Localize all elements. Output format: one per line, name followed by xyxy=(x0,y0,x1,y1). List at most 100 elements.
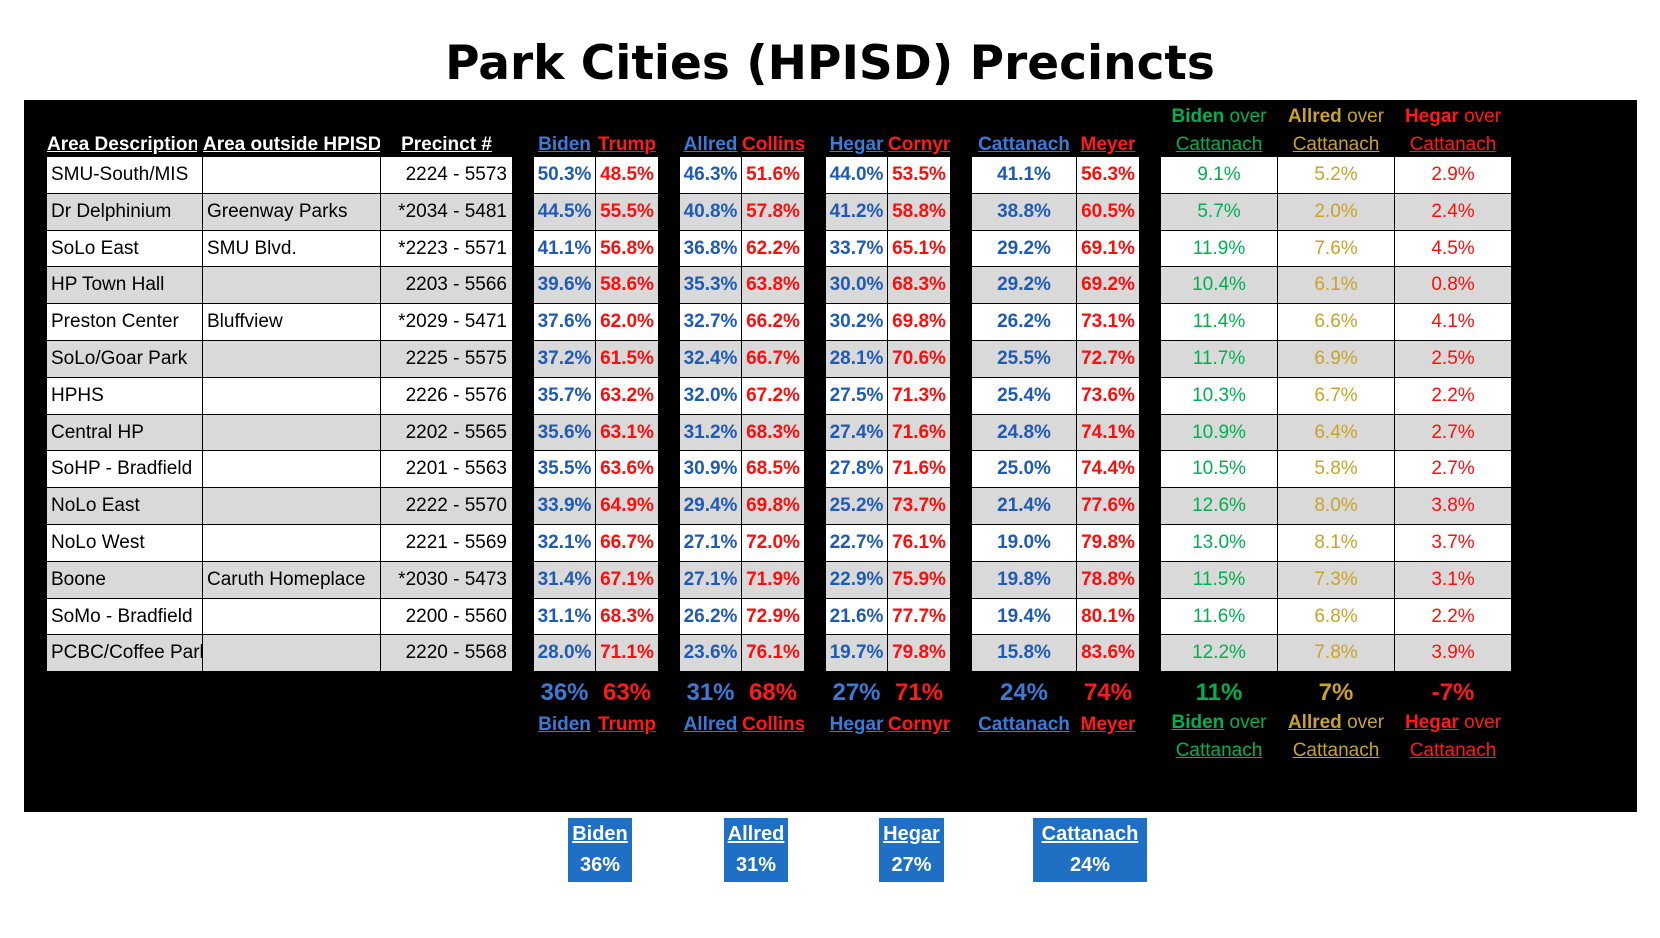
cell-hegar-over: 3.1% xyxy=(1395,561,1511,598)
cell-outside xyxy=(203,157,380,193)
cell-hegar-over: 3.7% xyxy=(1395,525,1511,561)
cell-cattanach: 25.0% xyxy=(972,451,1076,488)
over-word: over xyxy=(1464,712,1502,733)
over-word: over xyxy=(1229,106,1267,127)
cell-cornyn: 71.6% xyxy=(888,451,950,488)
cell-cornyn: 76.1% xyxy=(888,525,950,561)
cell-precinct: 2202 - 5565 xyxy=(381,414,512,451)
cell-allred: 27.1% xyxy=(680,561,741,598)
cell-outside xyxy=(203,488,380,524)
cell-hegar: 33.7% xyxy=(826,230,887,267)
cell-biden-over: 12.6% xyxy=(1161,488,1277,524)
total-meyer: 74% xyxy=(1083,679,1133,706)
cell-biden: 32.1% xyxy=(534,525,595,561)
header-precinct: Precinct # xyxy=(401,134,492,155)
cell-biden-over: 10.3% xyxy=(1161,377,1277,414)
cell-outside xyxy=(203,267,380,304)
cell-biden: 41.1% xyxy=(534,230,595,267)
cell-allred: 32.4% xyxy=(680,341,741,377)
header-hegar: Hegar xyxy=(829,134,884,155)
cell-biden: 39.6% xyxy=(534,267,595,304)
cell-outside: Greenway Parks xyxy=(203,193,380,230)
cell-trump: 63.2% xyxy=(596,377,658,414)
allred-over-target: Cattanach xyxy=(1292,740,1380,761)
summary-box-value: 36% xyxy=(579,854,621,876)
cell-collins: 71.9% xyxy=(742,561,804,598)
biden-over-cattanach-header: Biden over Cattanach xyxy=(1161,103,1277,159)
cell-allred-over: 5.2% xyxy=(1278,157,1394,193)
total-allred-over: 7% xyxy=(1318,679,1354,706)
biden-over-name: Biden xyxy=(1171,712,1225,733)
cell-cattanach: 26.2% xyxy=(972,304,1076,340)
cell-precinct: 2225 - 5575 xyxy=(381,341,512,377)
cell-biden: 31.1% xyxy=(534,598,595,635)
total-hegar: 27% xyxy=(832,679,881,706)
header-trump: Trump xyxy=(597,134,657,155)
cell-collins: 66.2% xyxy=(742,304,804,340)
hegar-over-name: Hegar xyxy=(1404,712,1459,733)
summary-box-value: 31% xyxy=(735,854,777,876)
cell-outside: Caruth Homeplace xyxy=(203,561,380,598)
cell-cattanach: 25.4% xyxy=(972,377,1076,414)
total-collins: 68% xyxy=(748,679,798,706)
cell-collins: 62.2% xyxy=(742,230,804,267)
cell-area: SoMo - Bradfield xyxy=(47,598,202,635)
cell-allred-over: 7.6% xyxy=(1278,230,1394,267)
summary-box-cattanach: Cattanach 24% xyxy=(1033,818,1147,882)
footer-label: Hegar xyxy=(829,714,884,735)
cell-allred-over: 6.4% xyxy=(1278,414,1394,451)
header-area-outside: Area outside HPISD xyxy=(203,134,380,155)
cell-cornyn: 70.6% xyxy=(888,341,950,377)
footer-label: Meyer xyxy=(1080,714,1136,735)
cell-biden-over: 11.9% xyxy=(1161,230,1277,267)
cell-hegar-over: 3.8% xyxy=(1395,488,1511,524)
cell-biden-over: 9.1% xyxy=(1161,157,1277,193)
cell-biden-over: 13.0% xyxy=(1161,525,1277,561)
cell-cattanach: 15.8% xyxy=(972,635,1076,672)
over-word: over xyxy=(1347,712,1385,733)
cell-biden: 35.7% xyxy=(534,377,595,414)
cell-area: SMU-South/MIS xyxy=(47,157,202,193)
biden-over-target: Cattanach xyxy=(1175,134,1263,155)
hegar-over-cattanach-header: Hegar over Cattanach xyxy=(1395,103,1511,159)
cell-meyer: 83.6% xyxy=(1077,635,1139,672)
cell-cattanach: 41.1% xyxy=(972,157,1076,193)
header-cornyn: Cornyn xyxy=(888,134,950,155)
cell-allred-over: 6.7% xyxy=(1278,377,1394,414)
cell-area: Preston Center xyxy=(47,304,202,340)
cell-trump: 64.9% xyxy=(596,488,658,524)
summary-box-name: Hegar xyxy=(883,823,940,845)
cell-allred-over: 8.0% xyxy=(1278,488,1394,524)
cell-biden-over: 11.7% xyxy=(1161,341,1277,377)
cell-hegar: 28.1% xyxy=(826,341,887,377)
footer-label: Trump xyxy=(597,714,657,735)
cell-cornyn: 68.3% xyxy=(888,267,950,304)
cell-collins: 72.0% xyxy=(742,525,804,561)
cell-allred: 27.1% xyxy=(680,525,741,561)
cell-trump: 68.3% xyxy=(596,598,658,635)
cell-cornyn: 71.6% xyxy=(888,414,950,451)
cell-hegar-over: 2.9% xyxy=(1395,157,1511,193)
cell-meyer: 77.6% xyxy=(1077,488,1139,524)
summary-box-allred: Allred 31% xyxy=(724,818,788,882)
cell-meyer: 56.3% xyxy=(1077,157,1139,193)
cell-hegar: 30.2% xyxy=(826,304,887,340)
hegar-over-cattanach-footer: Hegar over Cattanach xyxy=(1395,709,1511,765)
cell-outside xyxy=(203,341,380,377)
cell-cattanach: 38.8% xyxy=(972,193,1076,230)
header-area-description: Area Description xyxy=(47,134,197,155)
biden-over-cattanach-footer: Biden over Cattanach xyxy=(1161,709,1277,765)
cell-cornyn: 77.7% xyxy=(888,598,950,635)
cell-trump: 67.1% xyxy=(596,561,658,598)
total-biden: 36% xyxy=(540,679,589,706)
cell-biden-over: 10.9% xyxy=(1161,414,1277,451)
cell-precinct: *2029 - 5471 xyxy=(381,304,512,340)
cell-allred: 40.8% xyxy=(680,193,741,230)
cell-hegar: 21.6% xyxy=(826,598,887,635)
cell-outside: Bluffview xyxy=(203,304,380,340)
cell-cattanach: 29.2% xyxy=(972,267,1076,304)
cell-hegar-over: 2.2% xyxy=(1395,377,1511,414)
footer-label: Biden xyxy=(538,714,591,735)
cell-meyer: 74.4% xyxy=(1077,451,1139,488)
cell-hegar-over: 2.2% xyxy=(1395,598,1511,635)
